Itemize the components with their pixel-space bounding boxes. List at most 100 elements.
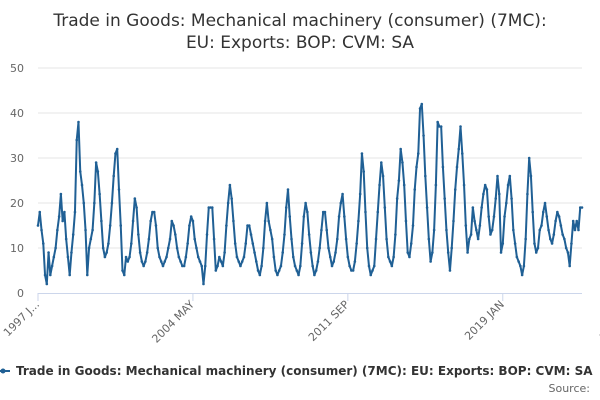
data-point[interactable] <box>487 215 490 218</box>
data-point[interactable] <box>226 201 230 205</box>
data-point[interactable] <box>112 174 115 178</box>
data-point[interactable] <box>124 255 128 259</box>
data-point[interactable] <box>100 219 103 223</box>
data-point[interactable] <box>482 192 485 196</box>
data-point[interactable] <box>300 242 304 245</box>
data-point[interactable] <box>341 192 344 196</box>
data-point[interactable] <box>483 183 487 187</box>
data-point[interactable] <box>235 255 239 259</box>
data-point[interactable] <box>66 255 70 259</box>
data-point[interactable] <box>339 201 343 205</box>
data-point[interactable] <box>397 179 401 182</box>
data-point[interactable] <box>138 251 142 254</box>
data-point[interactable] <box>156 246 160 250</box>
data-point[interactable] <box>490 228 494 232</box>
data-point[interactable] <box>413 188 417 191</box>
data-point[interactable] <box>536 246 540 250</box>
data-point[interactable] <box>154 224 158 227</box>
data-point[interactable] <box>82 201 86 205</box>
data-point[interactable] <box>290 237 293 241</box>
data-point[interactable] <box>172 224 175 227</box>
data-point[interactable] <box>459 125 462 128</box>
data-point[interactable] <box>251 242 255 245</box>
data-point[interactable] <box>501 242 505 245</box>
data-point[interactable] <box>133 197 137 200</box>
data-point[interactable] <box>499 251 503 254</box>
data-point[interactable] <box>344 237 348 241</box>
data-point[interactable] <box>534 251 538 254</box>
data-point[interactable] <box>103 255 107 259</box>
data-point[interactable] <box>346 255 350 259</box>
data-point[interactable] <box>159 260 163 263</box>
data-point[interactable] <box>244 242 248 245</box>
series-line[interactable] <box>37 103 582 285</box>
data-point[interactable] <box>420 102 424 106</box>
data-point[interactable] <box>357 219 360 223</box>
data-point[interactable] <box>85 273 89 277</box>
data-point[interactable] <box>415 165 418 169</box>
data-point[interactable] <box>91 228 94 232</box>
data-point[interactable] <box>87 246 91 250</box>
data-point[interactable] <box>468 237 471 241</box>
data-point[interactable] <box>533 242 536 245</box>
data-point[interactable] <box>557 215 561 218</box>
data-point[interactable] <box>351 269 355 272</box>
data-point[interactable] <box>314 269 318 272</box>
data-point[interactable] <box>193 237 196 241</box>
data-point[interactable] <box>416 152 420 155</box>
data-point[interactable] <box>219 260 223 263</box>
data-point[interactable] <box>552 233 556 236</box>
data-point[interactable] <box>388 260 392 263</box>
data-point[interactable] <box>450 246 454 250</box>
data-point[interactable] <box>380 161 383 164</box>
data-point[interactable] <box>93 201 96 205</box>
data-point[interactable] <box>580 206 584 209</box>
data-point[interactable] <box>469 233 473 236</box>
data-point[interactable] <box>279 264 283 268</box>
data-point[interactable] <box>191 219 195 223</box>
data-point[interactable] <box>198 260 202 263</box>
data-point[interactable] <box>462 183 466 187</box>
data-point[interactable] <box>135 206 138 209</box>
data-point[interactable] <box>374 237 378 241</box>
data-point[interactable] <box>506 183 510 187</box>
data-point[interactable] <box>480 206 483 209</box>
data-point[interactable] <box>577 228 580 232</box>
data-point[interactable] <box>163 260 167 263</box>
data-point[interactable] <box>335 237 339 241</box>
data-point[interactable] <box>80 183 84 187</box>
data-point[interactable] <box>75 138 79 142</box>
data-point[interactable] <box>41 242 45 245</box>
data-point[interactable] <box>318 246 321 250</box>
data-point[interactable] <box>38 210 42 214</box>
data-point[interactable] <box>453 188 457 191</box>
data-point[interactable] <box>43 273 47 277</box>
data-point[interactable] <box>355 242 358 245</box>
data-point[interactable] <box>203 264 207 268</box>
data-point[interactable] <box>302 215 306 218</box>
data-point[interactable] <box>497 192 501 196</box>
data-point[interactable] <box>550 242 554 245</box>
data-point[interactable] <box>471 206 475 209</box>
data-point[interactable] <box>425 206 429 209</box>
data-point[interactable] <box>320 228 323 232</box>
data-point[interactable] <box>330 264 334 268</box>
data-point[interactable] <box>149 219 152 223</box>
data-point[interactable] <box>556 210 559 214</box>
data-point[interactable] <box>452 219 455 223</box>
data-point[interactable] <box>230 197 233 200</box>
data-point[interactable] <box>49 273 52 277</box>
data-point[interactable] <box>439 125 443 128</box>
data-point[interactable] <box>202 282 205 286</box>
data-point[interactable] <box>446 251 450 254</box>
data-point[interactable] <box>348 264 351 268</box>
data-point[interactable] <box>526 192 529 196</box>
data-point[interactable] <box>128 255 131 259</box>
data-point[interactable] <box>513 242 517 245</box>
data-point[interactable] <box>362 170 366 173</box>
data-point[interactable] <box>478 224 482 227</box>
data-point[interactable] <box>402 183 406 187</box>
data-point[interactable] <box>568 264 571 268</box>
data-point[interactable] <box>343 215 346 218</box>
data-point[interactable] <box>529 174 533 178</box>
